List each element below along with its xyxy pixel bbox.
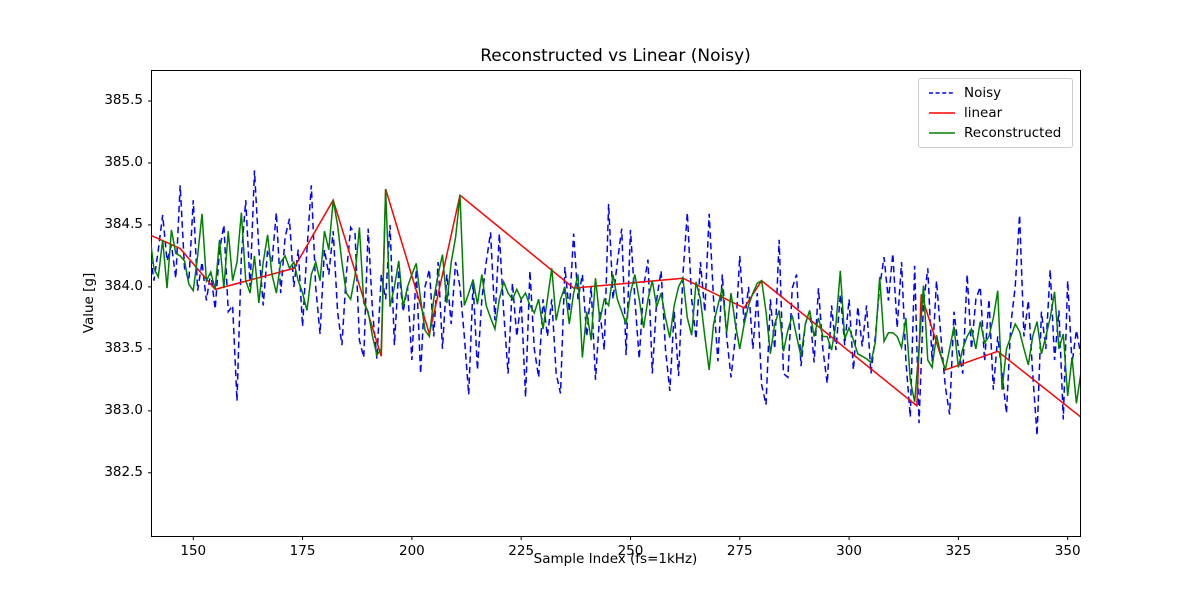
- series-reconstructed-line: [151, 188, 1080, 404]
- x-tick-label: 150: [180, 543, 207, 559]
- legend-line-sample: [929, 112, 955, 114]
- x-tick-label: 225: [508, 543, 535, 559]
- legend-item-reconstructed: Reconstructed: [928, 123, 1066, 143]
- legend-label: Noisy: [964, 85, 1002, 101]
- x-axis-label: Sample Index (fs=1kHz): [533, 551, 698, 567]
- x-tick-label: 200: [398, 543, 425, 559]
- x-tick-label: 175: [289, 543, 316, 559]
- x-tick-label: 250: [617, 543, 644, 559]
- legend-label: linear: [964, 105, 1003, 121]
- legend-line-sample: [929, 132, 955, 134]
- x-tick-label: 325: [945, 543, 972, 559]
- series-linear-line: [151, 188, 1080, 418]
- x-tick-label: 300: [836, 543, 862, 559]
- y-tick-label: 385.5: [104, 92, 143, 109]
- y-tick-label: 382.5: [104, 464, 143, 481]
- legend-label: Reconstructed: [964, 125, 1062, 141]
- legend-line-sample: [929, 92, 955, 94]
- plot-border: [151, 70, 1081, 537]
- y-tick-label: 383.5: [104, 340, 143, 357]
- y-tick-label: 384.5: [104, 216, 143, 233]
- series-noisy-line: [151, 170, 1080, 436]
- y-tick-label: 384.0: [104, 278, 143, 295]
- legend-item-noisy: Noisy: [928, 83, 1066, 103]
- y-tick-label: 383.0: [104, 402, 143, 419]
- y-tick-label: 385.0: [104, 154, 143, 171]
- chart-title: Reconstructed vs Linear (Noisy): [480, 46, 751, 66]
- legend-item-linear: linear: [928, 103, 1066, 123]
- x-tick-label: 350: [1054, 543, 1081, 559]
- legend: Noisy linear Reconstructed: [918, 78, 1073, 148]
- x-tick-label: 275: [726, 543, 753, 559]
